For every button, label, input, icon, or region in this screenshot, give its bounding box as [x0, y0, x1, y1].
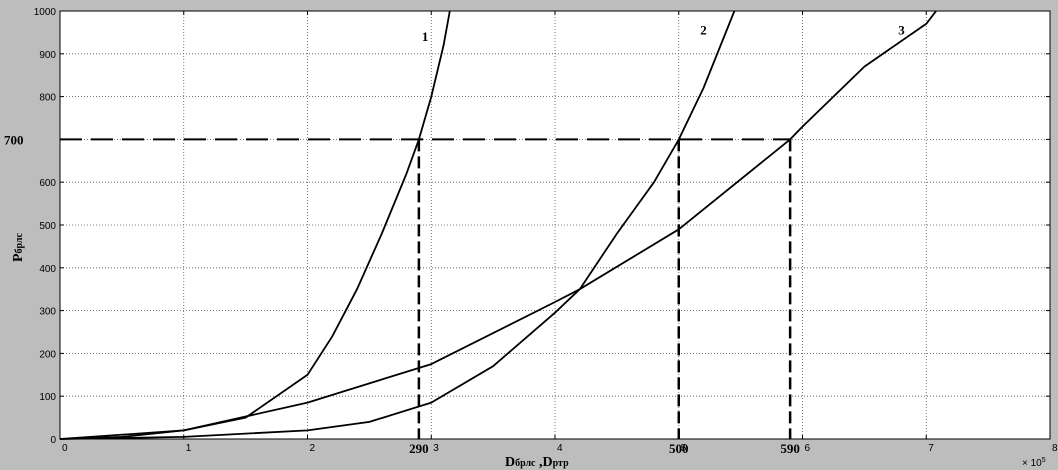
x-tick-label: 2: [310, 443, 316, 454]
x-tick-label: 7: [928, 443, 934, 454]
y-tick-label: 100: [39, 392, 56, 403]
x-axis-label: Dбрлс ,Dртр: [505, 455, 569, 470]
x-tick-label: 8: [1052, 443, 1058, 454]
y-tick-label: 300: [39, 307, 56, 318]
grid: [60, 11, 1050, 439]
curve-label: 1: [422, 29, 429, 44]
series-line-2: [59, 10, 736, 440]
reference-x-label: 500: [669, 441, 689, 456]
y-tick-label: 900: [39, 50, 56, 61]
x-multiplier: × 105: [1022, 457, 1046, 469]
x-tick-label: 3: [433, 443, 439, 454]
annotations: 1 2 3: [422, 23, 905, 44]
reference-x-label: 290: [409, 441, 429, 456]
series-line-3: [59, 10, 937, 440]
y-tick-label: 800: [39, 93, 56, 104]
series-lines: [59, 10, 937, 440]
y-tick-label: 500: [39, 221, 56, 232]
reference-y-label: 700: [4, 132, 24, 147]
x-tick-label: 5: [681, 443, 687, 454]
y-tick-label: 200: [39, 349, 56, 360]
x-tick-label: 4: [557, 443, 563, 454]
y-tick-label: 1000: [34, 7, 57, 18]
x-tick-label: 0: [62, 443, 68, 454]
reference-x-label: 590: [780, 441, 800, 456]
ticks: 0 1 2 3 4 5 6 7 8 0 100 200 300 400 500 600 800 900 1000: [34, 7, 1058, 454]
y-tick-label: 0: [50, 435, 56, 446]
curve-label: 2: [700, 23, 707, 38]
y-axis-label: Pбрлс: [11, 233, 26, 262]
x-tick-label: 1: [186, 443, 192, 454]
curve-label: 3: [898, 23, 905, 38]
x-tick-label: 6: [805, 443, 811, 454]
y-tick-label: 600: [39, 178, 56, 189]
y-tick-label: 400: [39, 264, 56, 275]
